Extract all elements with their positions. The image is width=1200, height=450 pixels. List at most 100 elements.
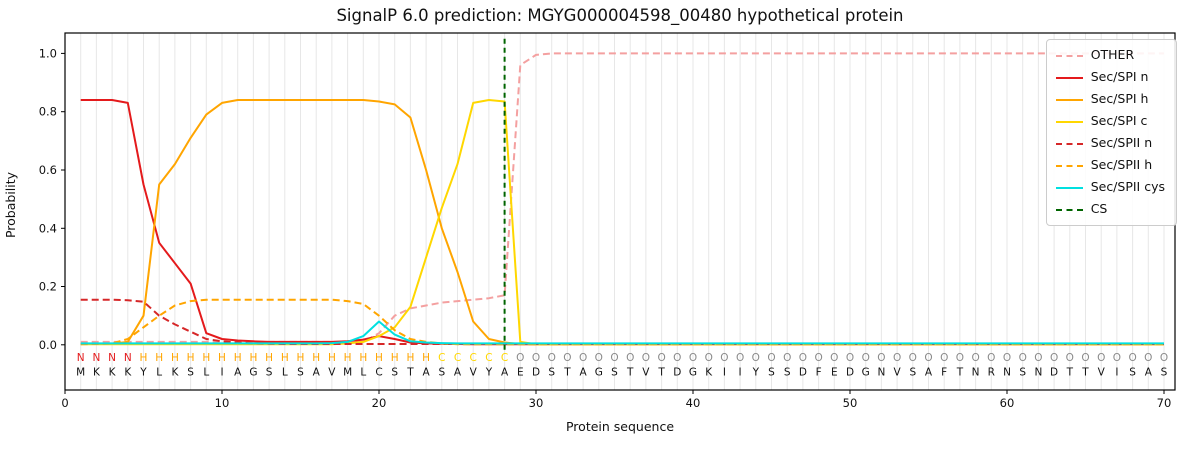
legend-label: Sec/SPII h <box>1090 157 1153 173</box>
region-letter: O <box>689 352 697 364</box>
sequence-letter: E <box>831 367 838 379</box>
region-letter: H <box>171 352 179 364</box>
x-tick-label: 70 <box>1157 396 1172 410</box>
region-letter: H <box>328 352 336 364</box>
region-letter: H <box>234 352 242 364</box>
x-tick-label: 10 <box>215 396 230 410</box>
sequence-letter: L <box>156 367 162 379</box>
sequence-letter: F <box>816 367 822 379</box>
sequence-letter: V <box>1098 367 1106 379</box>
region-letter: O <box>1113 352 1121 364</box>
region-letter: O <box>1081 352 1089 364</box>
region-letter: O <box>1034 352 1042 364</box>
series-line-sec-spi-n <box>80 99 1164 346</box>
chart-title: SignalP 6.0 prediction: MGYG000004598_00… <box>336 6 903 26</box>
sequence-letter: S <box>391 367 398 379</box>
sequence-letter: L <box>282 367 288 379</box>
legend-label: Sec/SPII n <box>1090 135 1153 151</box>
legend-line-sample-icon <box>1055 186 1083 189</box>
region-letter: H <box>140 352 148 364</box>
sequence-letter: M <box>343 367 352 379</box>
region-letter: O <box>657 352 665 364</box>
region-letter: H <box>218 352 226 364</box>
region-letter: O <box>563 352 571 364</box>
sequence-letter: A <box>580 367 588 379</box>
legend-line-sample-icon <box>1055 164 1083 167</box>
sequence-letter: Y <box>139 367 147 379</box>
gridlines <box>80 33 1165 390</box>
sequence-letter: Y <box>752 367 760 379</box>
sequence-letter: N <box>877 367 885 379</box>
legend-label: Sec/SPI n <box>1090 69 1149 85</box>
sequence-letter: S <box>438 367 445 379</box>
sequence-letter: S <box>1129 367 1136 379</box>
region-letter: N <box>108 352 116 364</box>
sequence-letter: T <box>626 367 634 379</box>
sequence-letter: S <box>909 367 916 379</box>
sequence-letter: K <box>93 367 101 379</box>
sequence-letter: D <box>532 367 540 379</box>
region-letter: O <box>720 352 728 364</box>
sequence-letter: L <box>360 367 366 379</box>
region-letter: H <box>359 352 367 364</box>
region-letter: O <box>610 352 618 364</box>
sequence-letter: T <box>406 367 414 379</box>
region-letter: O <box>516 352 524 364</box>
region-letter: O <box>987 352 995 364</box>
region-letter: N <box>77 352 85 364</box>
sequence-letter: K <box>109 367 117 379</box>
sequence-letter: A <box>925 367 933 379</box>
sequence-letter: N <box>972 367 980 379</box>
y-tick-label: 0.6 <box>39 163 57 177</box>
sequence-letter: K <box>171 367 179 379</box>
sequence-letter: T <box>563 367 571 379</box>
sequence-letter: V <box>470 367 478 379</box>
series-line-sec-spi-c <box>80 99 1164 346</box>
region-letter: H <box>155 352 163 364</box>
region-letter: O <box>579 352 587 364</box>
sequence-letter: T <box>1066 367 1074 379</box>
y-tick-label: 1.0 <box>39 46 57 60</box>
legend-item-sec-spi-h: Sec/SPI h <box>1055 91 1165 108</box>
region-letter: O <box>783 352 791 364</box>
sequence-letter: D <box>1050 367 1058 379</box>
region-letter: O <box>767 352 775 364</box>
legend-label: CS <box>1090 201 1108 217</box>
legend-item-sec-spii-n: Sec/SPII n <box>1055 135 1165 152</box>
legend-line-sample-icon <box>1055 142 1083 145</box>
x-tick-label: 60 <box>1000 396 1015 410</box>
legend-line-sample-icon <box>1055 120 1083 123</box>
sequence-letter: S <box>266 367 273 379</box>
y-tick-label: 0.8 <box>39 105 57 119</box>
x-axis-ticks: 0 10 20 30 40 50 60 70 <box>61 390 1171 410</box>
sequence-letter: S <box>548 367 555 379</box>
region-letter: H <box>187 352 195 364</box>
region-letter: H <box>249 352 257 364</box>
region-letter: H <box>375 352 383 364</box>
sequence-letter: A <box>1145 367 1153 379</box>
legend-item-sec-spii-h: Sec/SPII h <box>1055 157 1165 174</box>
x-tick-label: 40 <box>686 396 701 410</box>
series-line-sec-spii-h <box>80 298 1164 346</box>
legend-item-sec-spii-cys: Sec/SPII cys <box>1055 179 1165 196</box>
region-letter: O <box>909 352 917 364</box>
region-letter: H <box>312 352 320 364</box>
series-line-other <box>80 52 1164 343</box>
series-line-sec-spi-h <box>80 99 1164 346</box>
sequence-letter: N <box>1034 367 1042 379</box>
legend-label: OTHER <box>1090 47 1135 63</box>
region-letter: O <box>1019 352 1027 364</box>
region-letter: C <box>501 352 508 364</box>
sequence-letter: C <box>375 367 382 379</box>
sequence-letter: K <box>124 367 132 379</box>
region-letter: O <box>799 352 807 364</box>
sequence-letter: V <box>894 367 902 379</box>
sequence-letter: L <box>203 367 209 379</box>
sequence-letter: Y <box>485 367 493 379</box>
x-tick-label: 0 <box>61 396 68 410</box>
region-letter: O <box>532 352 540 364</box>
region-letter: H <box>265 352 273 364</box>
legend: OTHER Sec/SPI n Sec/SPI h Sec/SPI c Sec/SPII… <box>1045 39 1177 226</box>
